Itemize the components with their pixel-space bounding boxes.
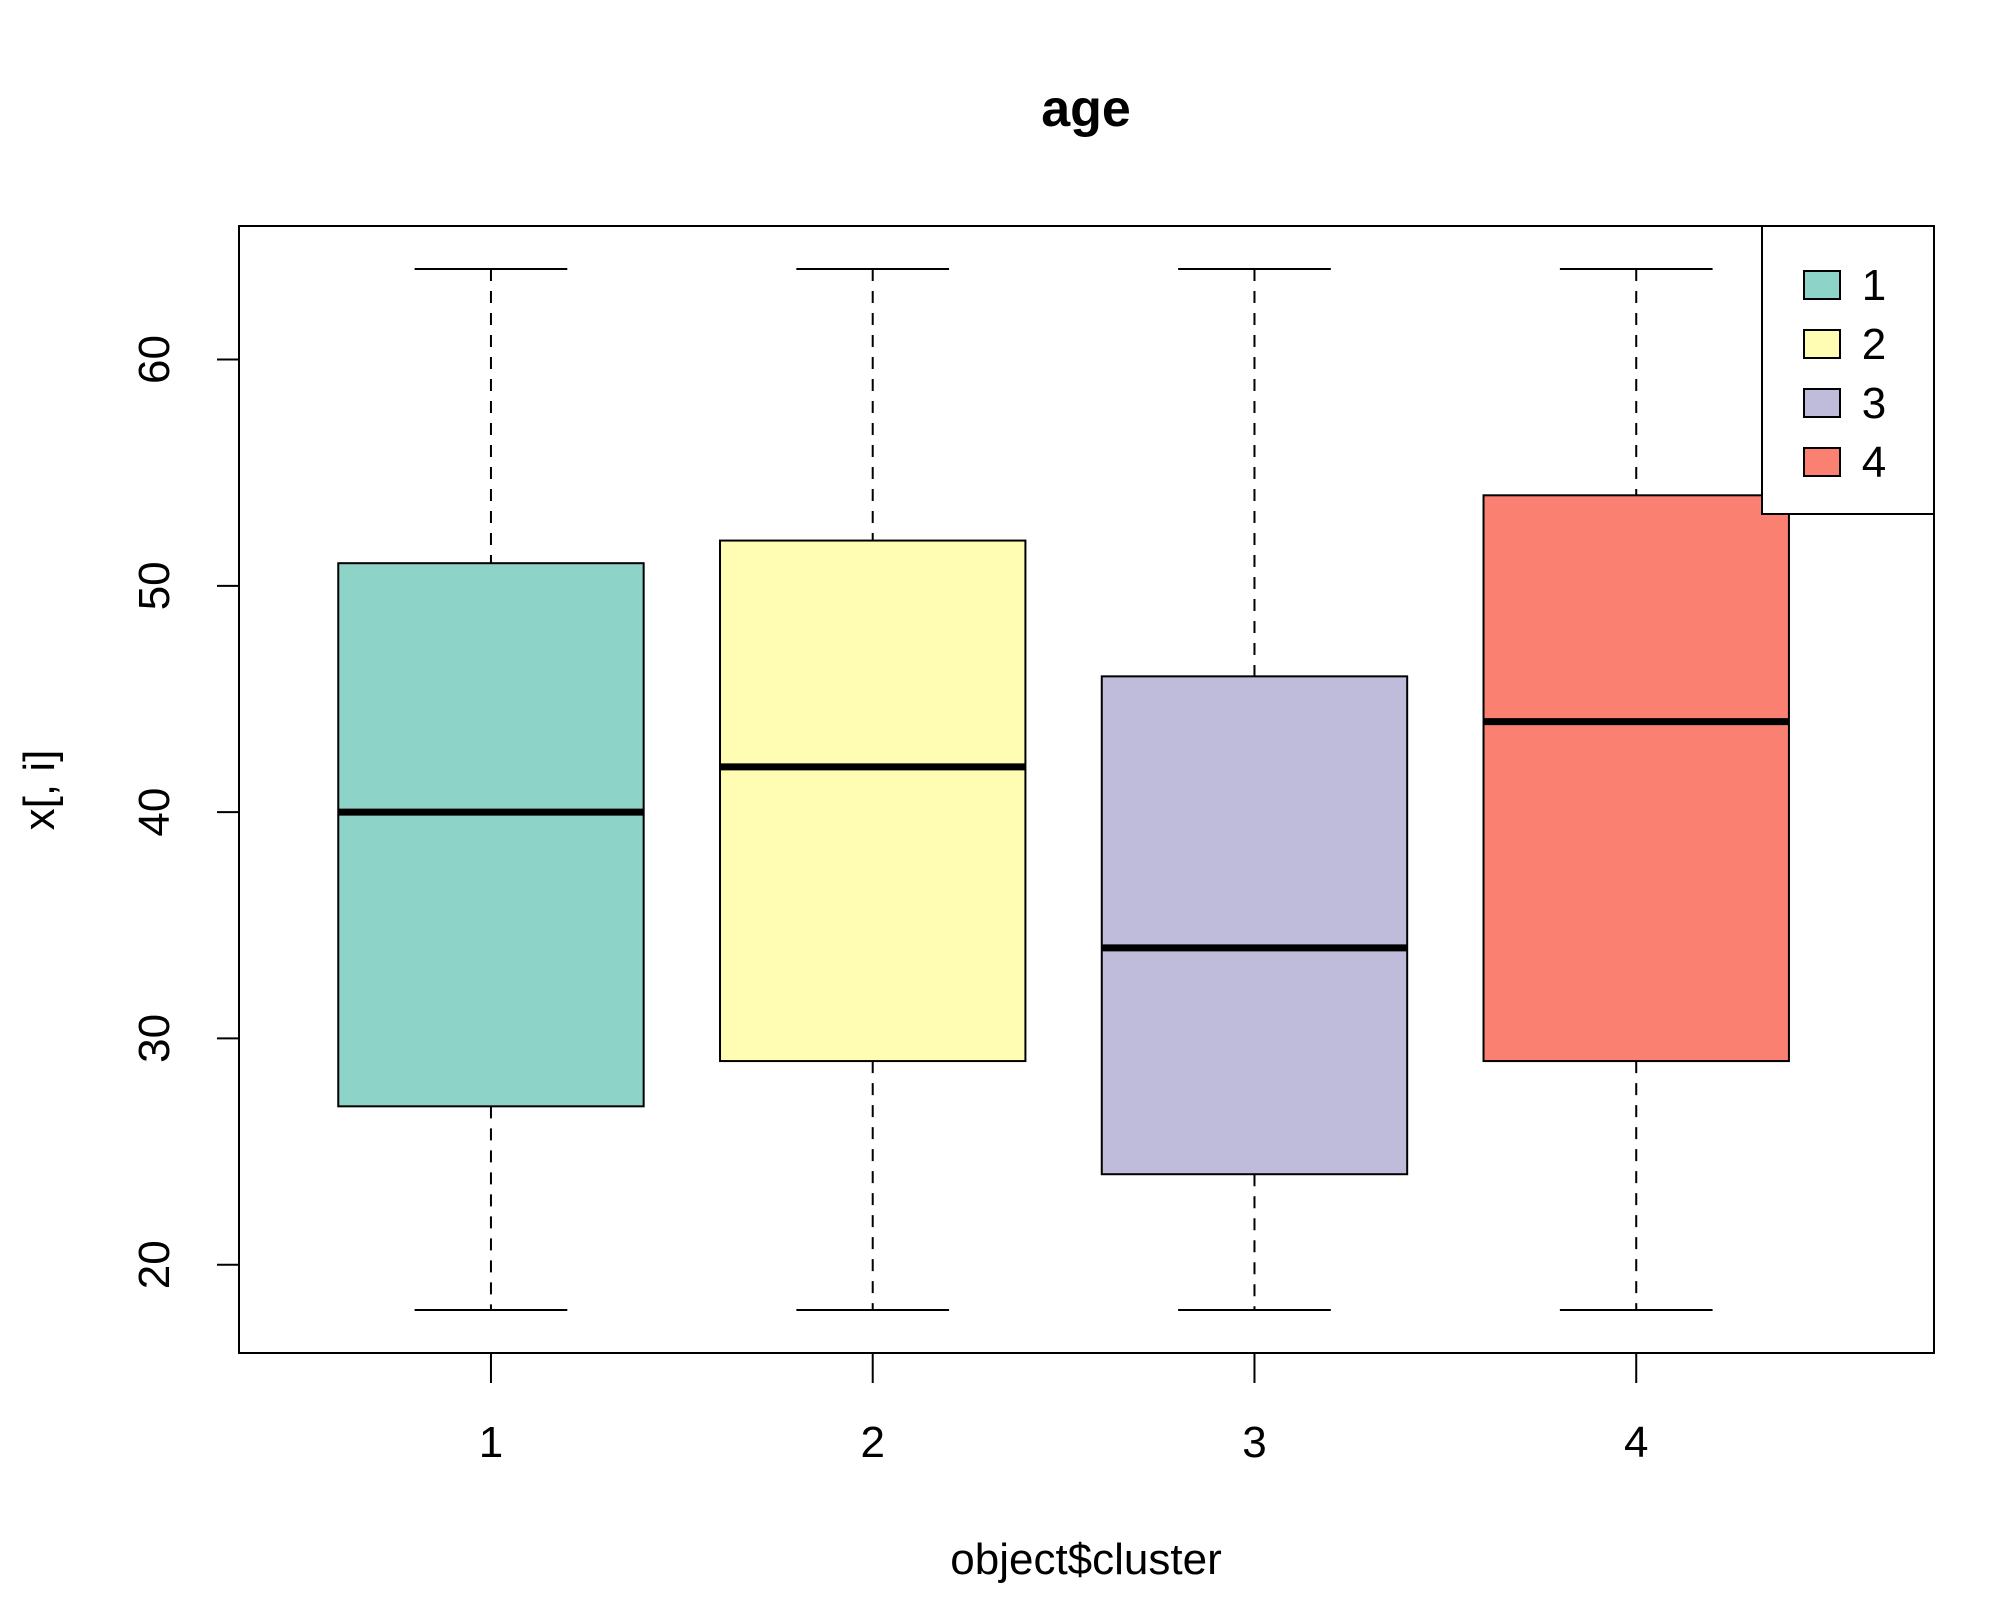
x-tick-label: 2 xyxy=(860,1418,884,1467)
x-tick-label: 4 xyxy=(1624,1418,1648,1467)
legend-label-1: 1 xyxy=(1862,261,1886,310)
legend: 1 2 3 4 xyxy=(1761,225,1935,515)
x-axis: 1 2 3 4 xyxy=(479,1353,1648,1467)
box-3 xyxy=(1100,675,1409,1176)
y-tick-label: 50 xyxy=(130,561,179,610)
box-group-3 xyxy=(1100,267,1409,1312)
legend-label-2: 2 xyxy=(1862,320,1886,369)
y-tick-label: 60 xyxy=(130,335,179,384)
legend-swatch-4 xyxy=(1803,447,1841,477)
box-1 xyxy=(337,562,645,1108)
box-group-1 xyxy=(337,267,645,1312)
plot-area xyxy=(238,225,1935,1354)
x-axis-label: object$cluster xyxy=(950,1535,1221,1584)
y-tick-label: 30 xyxy=(130,1014,179,1063)
x-tick-label: 1 xyxy=(479,1418,503,1467)
y-axis-label: x[, i] xyxy=(15,750,64,831)
x-tick-label: 3 xyxy=(1242,1418,1266,1467)
legend-swatch-2 xyxy=(1803,329,1841,359)
legend-swatch-3 xyxy=(1803,388,1841,418)
y-tick-label: 20 xyxy=(130,1240,179,1289)
y-axis: 20 30 40 50 60 xyxy=(130,335,239,1289)
box-4 xyxy=(1482,494,1790,1063)
box-group-4 xyxy=(1482,267,1790,1312)
box-2 xyxy=(719,539,1027,1063)
legend-box xyxy=(1761,225,1935,515)
legend-label-3: 3 xyxy=(1862,379,1886,428)
y-tick-label: 40 xyxy=(130,788,179,837)
legend-swatch-1 xyxy=(1803,270,1841,300)
chart-title: age xyxy=(1041,80,1131,138)
plot-frame xyxy=(238,225,1935,1354)
box-group-2 xyxy=(719,267,1027,1312)
legend-label-4: 4 xyxy=(1862,438,1886,487)
